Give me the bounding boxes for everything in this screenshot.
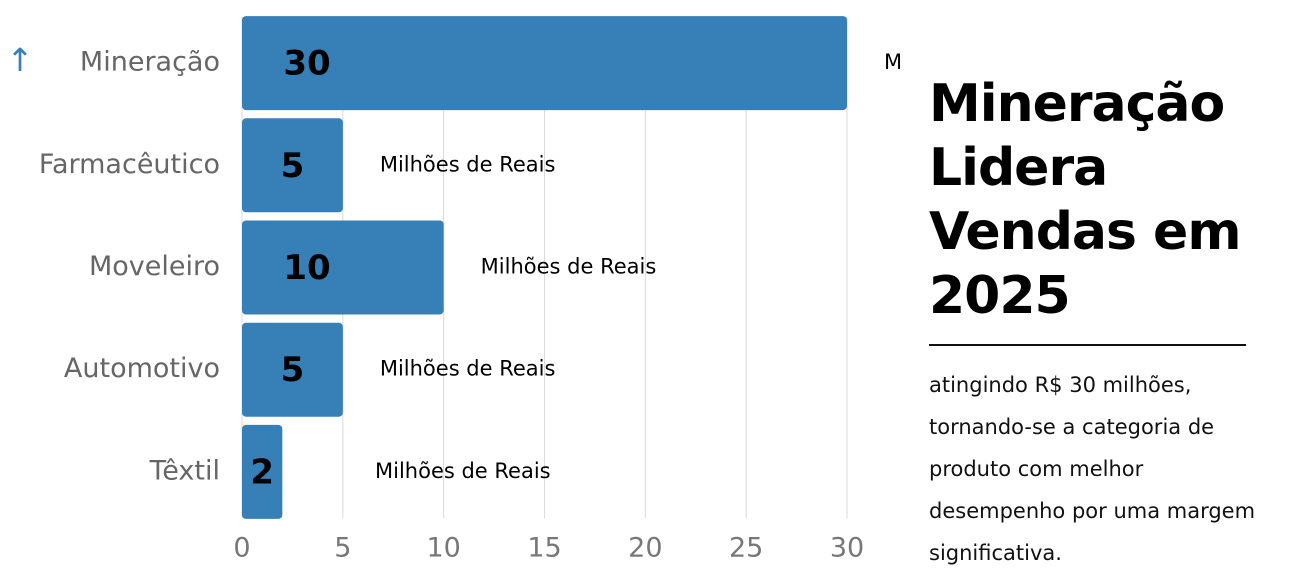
x-tick-label: 25 [729,533,763,564]
unit-label: Milhões de Reais [380,152,556,176]
chart-subtitle: atingindo R$ 30 milhões, tornando-se a c… [929,373,1256,565]
bar [242,118,343,213]
y-tick-label: Mineração [80,47,220,78]
data-label: 30 [283,44,330,84]
x-tick-label: 10 [426,533,460,564]
x-tick-label: 5 [334,533,351,564]
y-tick-label: Têxtil [149,455,220,486]
annotation: Mineração Lidera Vendas em 2025 atingind… [929,72,1259,574]
data-label: 5 [281,146,305,186]
x-tick-label: 0 [233,533,250,564]
bar [242,424,283,519]
y-tick-label: Moveleiro [89,251,220,282]
unit-label: Milhões de Reais [380,357,556,381]
x-tick-label: 30 [830,533,864,564]
divider [929,344,1246,346]
chart: ↑ 051015202530Mineração30Milhões de Reai… [7,16,900,564]
unit-label: Milhões de Reais [375,459,551,483]
unit-label: Milhões de Reais [481,255,657,279]
data-label: 5 [281,350,305,390]
data-label: 10 [283,248,330,288]
bar [242,16,847,111]
highlight-arrow: ↑ [7,41,34,79]
unit-label: Milhões de Reais [884,50,900,74]
data-label: 2 [250,452,274,492]
x-tick-label: 20 [628,533,662,564]
x-tick-label: 15 [527,533,561,564]
y-tick-label: Farmacêutico [39,149,220,180]
y-tick-label: Automotivo [64,353,220,384]
chart-title: Mineração Lidera Vendas em 2025 [929,74,1242,326]
bar [242,322,343,417]
bar [242,220,444,315]
